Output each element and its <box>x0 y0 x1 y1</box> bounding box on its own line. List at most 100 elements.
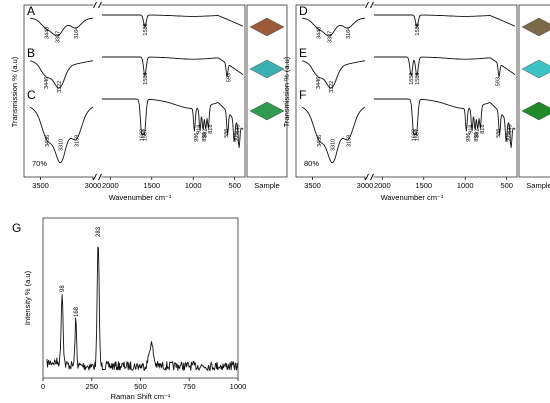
peak-label-A: 3337 <box>56 31 62 43</box>
ftir-trace-right-F <box>374 98 516 148</box>
x-tick-label-0: 1000 <box>185 181 202 190</box>
raman-y-axis-label: Intensity % (a.u) <box>23 270 32 325</box>
raman-x-tick-label: 0 <box>41 382 45 391</box>
x-tick-label-1: 3000 <box>357 181 374 190</box>
plot-frame-1 <box>295 4 518 178</box>
sample-swatch-D <box>521 17 550 37</box>
peak-label-C: 3159 <box>74 135 80 147</box>
y-axis-label-1: Transmission % (a.u) <box>282 56 291 127</box>
raman-peak-label: 283 <box>96 226 102 237</box>
x-tick-label-1: 1000 <box>457 181 474 190</box>
axis-break-mark-top-0 <box>93 1 97 9</box>
ftir-trace-left-E <box>301 60 366 89</box>
peak-label-D: 3443 <box>316 27 322 39</box>
peak-label-C: 586 <box>224 129 230 138</box>
peak-label-C: 1587 <box>143 129 149 141</box>
x-tick-label-1: 500 <box>500 181 513 190</box>
axis-break-mark-bottom-0 <box>98 173 102 181</box>
peak-label-F: 882 <box>475 129 481 138</box>
peak-label-B: 593 <box>226 73 232 82</box>
raman-x-tick-label: 1000 <box>230 382 247 391</box>
panel-letter-B: B <box>27 46 35 60</box>
x-tick-label-0: 1500 <box>143 181 160 190</box>
x-axis-label-0: Wavenumber cm⁻¹ <box>109 193 172 202</box>
peak-label-C: 3310 <box>58 139 64 151</box>
sample-swatch-F <box>521 101 550 121</box>
x-tick-label-0: 500 <box>228 181 241 190</box>
concentration-label-0: 70% <box>32 159 47 168</box>
peak-label-B: 3322 <box>57 81 63 93</box>
sample-swatch-C <box>249 101 285 121</box>
axis-break-mark-bottom-0 <box>93 173 97 181</box>
peak-label-A: 1583 <box>143 23 149 35</box>
peak-label-C: 882 <box>203 129 209 138</box>
axis-break-gap-bottom-1 <box>365 174 374 180</box>
sample-swatch-E <box>521 59 550 79</box>
panel-letter-C: C <box>27 88 36 102</box>
x-tick-label-1: 2000 <box>374 181 391 190</box>
peak-label-F: 586 <box>496 129 502 138</box>
x-tick-label-0: 2000 <box>102 181 119 190</box>
x-axis-label-1: Wavenumber cm⁻¹ <box>381 193 444 202</box>
ftir-trace-left-A <box>29 17 94 37</box>
peak-label-D: 1583 <box>415 23 421 35</box>
sample-swatch-A <box>249 17 285 37</box>
x-tick-label-0: 3000 <box>85 181 102 190</box>
peak-label-B: 1583 <box>143 73 149 85</box>
raman-x-tick-label: 750 <box>183 382 196 391</box>
sample-swatch-B <box>249 59 285 79</box>
ftir-trace-right-D <box>374 14 516 28</box>
sample-label-0: Sample <box>254 181 279 190</box>
concentration-label-1: 80% <box>304 159 319 168</box>
peak-label-F: 986 <box>466 133 472 142</box>
ftir-trace-left-D <box>301 17 366 37</box>
peak-label-E: 1652 <box>409 73 415 85</box>
peak-label-F: 448 <box>508 125 514 134</box>
peak-label-F: 1587 <box>415 129 421 141</box>
raman-peak-label: 168 <box>74 306 80 317</box>
axis-break-mark-top-1 <box>370 1 374 9</box>
peak-label-E: 1583 <box>415 73 421 85</box>
panel-letter-G: G <box>12 221 21 235</box>
peak-label-E: 593 <box>495 77 501 86</box>
ftir-trace-left-B <box>29 60 94 89</box>
axis-break-mark-bottom-1 <box>365 173 369 181</box>
raman-peak-label: 98 <box>60 285 66 292</box>
peak-label-C: 448 <box>236 125 242 134</box>
peak-label-C: 818 <box>208 125 214 134</box>
peak-label-A: 3164 <box>74 27 80 39</box>
x-tick-label-1: 3500 <box>304 181 321 190</box>
panel-letter-E: E <box>299 46 307 60</box>
peak-label-D: 3337 <box>328 31 334 43</box>
axis-break-mark-top-1 <box>365 1 369 9</box>
peak-label-E: 3446 <box>316 77 322 89</box>
sample-label-1: Sample <box>526 181 550 190</box>
axis-break-gap-top-0 <box>93 2 102 8</box>
peak-label-C: 918 <box>197 125 203 134</box>
axis-break-gap-top-1 <box>365 2 374 8</box>
peak-label-C: 3436 <box>45 135 51 147</box>
sample-column-frame-1 <box>518 4 550 178</box>
peak-label-C: 506 <box>234 133 240 142</box>
plot-frame-0 <box>23 4 246 178</box>
panel-letter-A: A <box>27 4 35 18</box>
x-tick-label-1: 1500 <box>415 181 432 190</box>
peak-label-C: 986 <box>194 133 200 142</box>
peak-label-F: 850 <box>474 133 480 142</box>
peak-label-F: 3436 <box>317 135 323 147</box>
raman-x-tick-label: 250 <box>85 382 98 391</box>
peak-label-F: 3310 <box>330 139 336 151</box>
peak-label-F: 1622 <box>412 129 418 141</box>
peak-label-D: 3164 <box>346 27 352 39</box>
ftir-trace-left-C <box>29 106 94 164</box>
raman-frame <box>42 217 239 379</box>
raman-trace <box>46 246 239 371</box>
peak-label-A: 3443 <box>44 27 50 39</box>
ftir-trace-right-B <box>102 56 244 78</box>
ftir-trace-right-E <box>374 56 516 78</box>
peak-label-E: 3322 <box>329 81 335 93</box>
peak-label-F: 3159 <box>346 135 352 147</box>
ftir-trace-right-A <box>102 14 244 28</box>
axis-break-mark-bottom-1 <box>370 173 374 181</box>
